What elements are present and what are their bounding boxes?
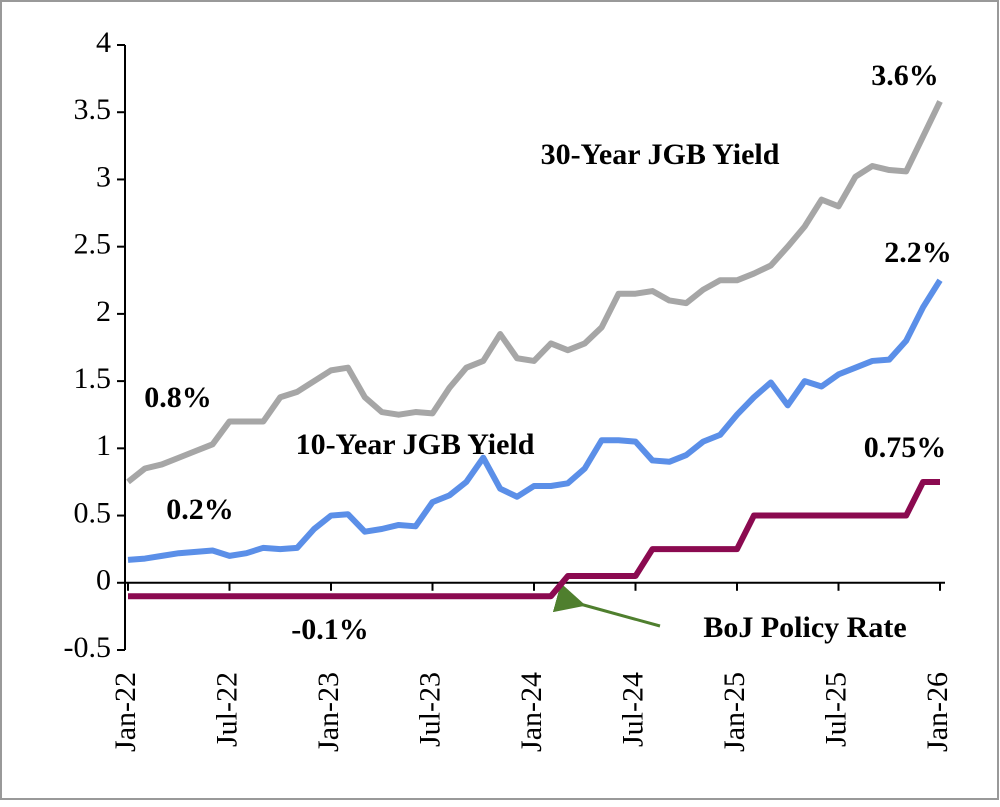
series-line [126, 100, 943, 485]
x-tick-label: Jul-24 [616, 672, 649, 747]
x-tick-label: Jul-22 [210, 672, 243, 747]
x-tick-label: Jan-26 [921, 672, 954, 752]
annotation: 3.6% [871, 59, 939, 92]
annotation: 0.8% [144, 381, 212, 414]
x-tick-label: Jul-25 [819, 672, 852, 747]
annotation: 30-Year JGB Yield [541, 138, 780, 171]
x-tick-label: Jan-22 [109, 672, 142, 752]
annotation: 0.75% [864, 431, 947, 464]
x-tick-label: Jan-25 [718, 672, 751, 752]
y-tick-label: 4 [96, 26, 111, 59]
y-tick-label: 2.5 [74, 228, 112, 261]
annotation: 10-Year JGB Yield [296, 428, 535, 461]
x-tick-label: Jan-24 [515, 672, 548, 752]
y-tick-label: 1 [96, 429, 111, 462]
annotation-arrow [552, 583, 661, 628]
annotation: 0.2% [166, 493, 234, 526]
series-line [127, 278, 943, 563]
y-tick-label: -0.5 [64, 631, 112, 664]
x-tick-label: Jan-23 [312, 672, 345, 752]
y-tick-label: 3.5 [74, 93, 112, 126]
annotation: BoJ Policy Rate [703, 611, 906, 644]
y-tick-label: 1.5 [74, 362, 112, 395]
y-tick-label: 2 [96, 295, 111, 328]
y-tick-label: 3 [96, 160, 111, 193]
annotation: 2.2% [884, 236, 952, 269]
annotation: -0.1% [291, 613, 369, 646]
y-tick-label: 0.5 [74, 496, 112, 529]
y-tick-label: 0 [96, 564, 111, 597]
series-line [128, 478, 940, 600]
x-tick-label: Jul-23 [413, 672, 446, 747]
